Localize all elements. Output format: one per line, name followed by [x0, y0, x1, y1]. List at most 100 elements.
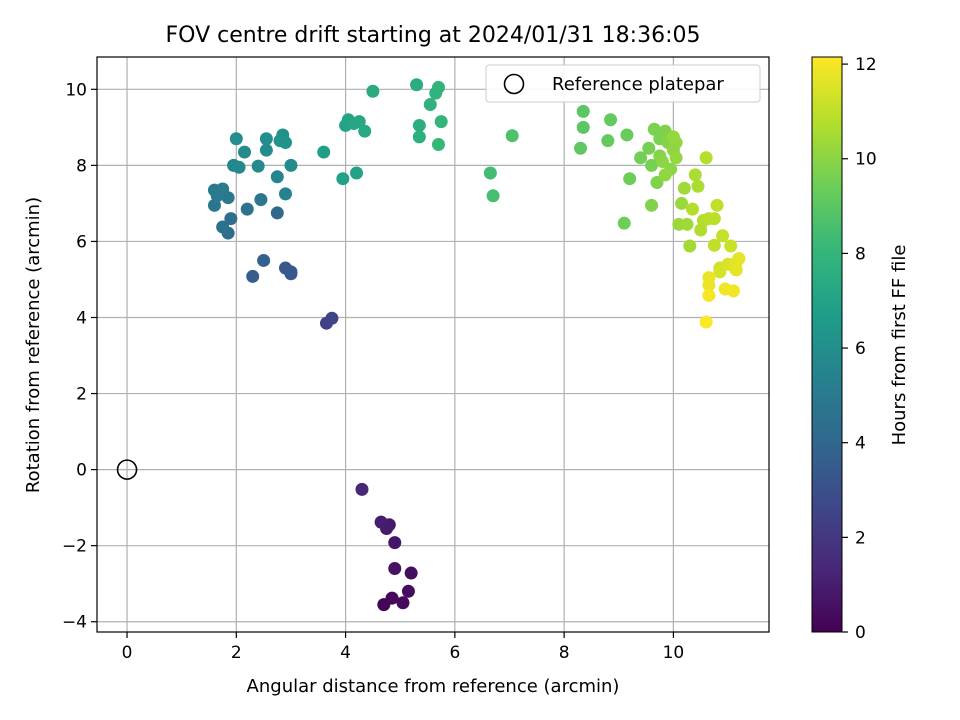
data-point [352, 115, 366, 129]
data-point [699, 151, 713, 165]
data-point [355, 482, 369, 496]
data-point [505, 129, 519, 143]
data-point [642, 141, 656, 155]
data-point [284, 158, 298, 172]
data-point [716, 229, 730, 243]
data-point [724, 239, 738, 253]
data-point [404, 566, 418, 580]
x-tick-label: 8 [559, 643, 570, 663]
data-point [259, 143, 273, 157]
data-point [707, 238, 721, 252]
data-point [238, 145, 252, 159]
data-point [270, 206, 284, 220]
x-axis: 0 2 4 6 8 10 [122, 632, 685, 663]
data-point [257, 253, 271, 267]
y-tick-label: 6 [76, 232, 87, 252]
colorbar-tick-label: 12 [855, 55, 877, 75]
data-point [699, 315, 713, 329]
legend-marker [503, 73, 525, 95]
data-point [655, 155, 669, 169]
data-point [623, 172, 637, 186]
data-point [210, 189, 224, 203]
data-point [707, 212, 721, 226]
data-point [645, 198, 659, 212]
data-point [669, 151, 683, 165]
x-tick-label: 6 [449, 643, 460, 663]
data-point [336, 172, 350, 186]
data-point [358, 124, 372, 138]
legend: Reference platepar [485, 64, 761, 103]
colorbar-tick-label: 6 [855, 339, 866, 359]
data-point [278, 136, 292, 150]
colorbar-tick-label: 10 [855, 150, 877, 170]
colorbar-tick-label: 4 [855, 434, 866, 454]
data-point [434, 115, 448, 129]
data-point [410, 78, 424, 92]
x-axis-label: Angular distance from reference (arcmin) [247, 676, 620, 697]
x-tick-label: 0 [122, 643, 133, 663]
x-tick-label: 10 [663, 643, 685, 663]
data-point [431, 137, 445, 151]
data-point [366, 84, 380, 98]
data-point [675, 196, 689, 210]
data-point [388, 561, 402, 575]
data-point [385, 591, 399, 605]
colorbar-label: Hours from first FF file [889, 245, 910, 446]
colorbar-tick-label: 0 [855, 623, 866, 643]
data-point [604, 113, 618, 127]
data-point [396, 596, 410, 610]
data-point [650, 175, 664, 189]
data-point [658, 168, 672, 182]
data-point [601, 134, 615, 148]
data-point [278, 187, 292, 201]
data-point [574, 141, 588, 155]
data-point [617, 216, 631, 230]
plot-area [96, 56, 770, 633]
data-point [702, 288, 716, 302]
data-point [647, 122, 661, 136]
data-point [726, 284, 740, 298]
data-point [634, 151, 648, 165]
data-point [325, 311, 339, 325]
data-point [374, 515, 388, 529]
data-point [688, 168, 702, 182]
legend-box [485, 64, 761, 103]
data-point [683, 239, 697, 253]
data-point [702, 278, 716, 292]
data-point [576, 104, 590, 118]
y-axis: −4 −2 0 2 4 6 8 10 [62, 80, 97, 633]
data-point [254, 193, 268, 207]
data-point [620, 128, 634, 142]
plot-frame [96, 56, 770, 633]
colorbar-tick-label: 8 [855, 244, 866, 264]
data-point [486, 189, 500, 203]
data-point [412, 118, 426, 132]
data-point [388, 536, 402, 550]
legend-label: Reference platepar [552, 74, 724, 95]
data-point [259, 132, 273, 146]
data-point [645, 158, 659, 172]
y-axis-label: Rotation from reference (arcmin) [23, 197, 44, 493]
data-point [240, 202, 254, 216]
data-point [677, 181, 691, 195]
colorbar: 0 2 4 6 8 10 12 Hours from first FF file [811, 55, 910, 643]
data-point [713, 265, 727, 279]
data-point [216, 220, 230, 234]
y-tick-label: 0 [76, 461, 87, 481]
colorbar-gradient [811, 56, 843, 633]
data-point [423, 98, 437, 112]
data-point [350, 166, 364, 180]
colorbar-tick-label: 2 [855, 528, 866, 548]
data-point [224, 212, 238, 226]
y-tick-label: −4 [62, 613, 87, 633]
data-point [246, 269, 260, 283]
reference-platepar-marker [116, 459, 138, 480]
y-tick-label: 8 [76, 156, 87, 176]
data-point [666, 130, 680, 144]
data-point [729, 263, 743, 277]
chart-title: FOV centre drift starting at 2024/01/31 … [166, 23, 701, 48]
data-point [691, 179, 705, 193]
data-point [710, 198, 724, 212]
data-point [483, 166, 497, 180]
